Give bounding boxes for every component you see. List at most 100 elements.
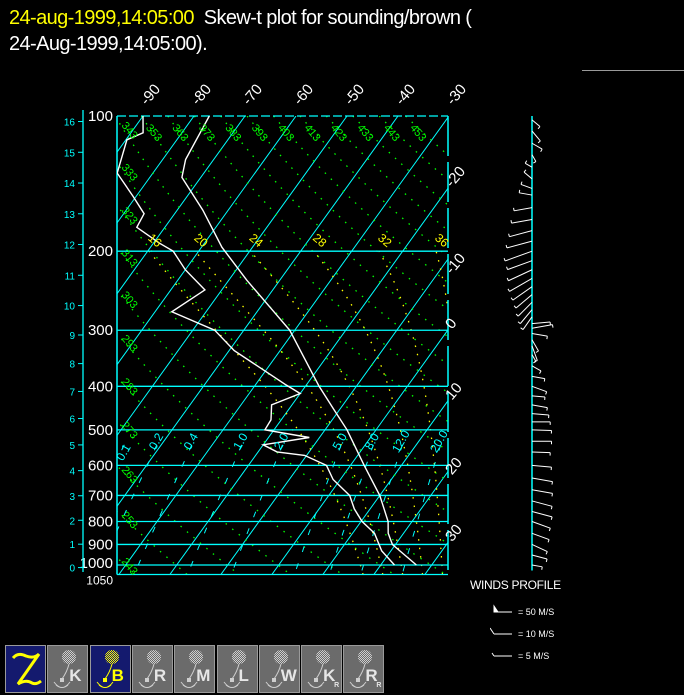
wind-barb: [531, 532, 550, 541]
wind-barb: [531, 404, 548, 409]
wind-barb-tick: [546, 407, 548, 411]
wind-barb: [519, 192, 533, 196]
isotherm-label: 30: [442, 521, 466, 545]
wind-barb: [531, 339, 539, 352]
sounding-button-b[interactable]: B: [89, 645, 131, 693]
button-letter: L: [238, 666, 249, 685]
wind-barb-tick: [537, 126, 541, 130]
height-label: 11: [65, 271, 76, 282]
mixing-ratio-label: 0.2: [146, 430, 167, 452]
dry-adiabat-label: 323: [119, 205, 140, 227]
isotherm-label: 10: [442, 380, 466, 404]
dewpoint-trace: [117, 116, 396, 566]
isotherm-label: -70: [239, 81, 266, 109]
dry-adiabat-label: 423: [328, 122, 349, 144]
wind-barb: [531, 321, 551, 325]
moist-adiabat-label: 16: [145, 231, 164, 251]
moist-adiabats: [148, 250, 448, 574]
wind-barb: [531, 332, 548, 337]
wind-barb-tick: [551, 324, 554, 328]
moist-adiabat-label: 20: [191, 231, 210, 251]
pressure-label: 400: [88, 378, 113, 395]
wind-barb-tick: [537, 140, 541, 144]
balloon-icon: [307, 650, 331, 688]
isotherm-line: [373, 470, 448, 574]
isotherm-line: [271, 329, 448, 574]
dry-adiabat-label: 453: [407, 122, 428, 144]
sounding-button-w[interactable]: W: [258, 645, 300, 693]
full-barb-tick-icon: [490, 627, 495, 635]
wind-barb: [531, 451, 551, 454]
isotherm-label: -40: [392, 81, 419, 109]
balloon-icon: [349, 650, 373, 688]
sounding-button-m[interactable]: M: [174, 645, 216, 693]
dry-adiabat-line: [117, 464, 240, 574]
dry-adiabat-label: 393: [249, 122, 270, 144]
sounding-button-l[interactable]: L: [216, 645, 258, 693]
dry-adiabat-line: [167, 116, 448, 394]
wind-barb-tick: [551, 493, 553, 497]
wind-barb-tick: [510, 297, 514, 301]
isotherm-line: [117, 116, 297, 366]
wind-barb: [506, 240, 533, 249]
isotherm-line: [322, 399, 448, 574]
wind-barb: [531, 464, 552, 468]
zoom-button[interactable]: [5, 645, 46, 693]
dry-adiabat-label: 303: [119, 289, 140, 311]
isotherm-line: [117, 116, 195, 224]
balloon-icon: [265, 650, 288, 688]
height-label: 2: [69, 516, 75, 527]
dry-adiabat-line: [352, 116, 448, 206]
wind-barb-tick: [517, 321, 521, 325]
button-letter: W: [280, 666, 297, 685]
dry-adiabat-label: 253: [119, 509, 140, 531]
wind-barb: [504, 250, 533, 262]
height-label: 8: [69, 360, 75, 371]
sounding-button-r[interactable]: R: [131, 645, 173, 693]
wind-barb: [520, 183, 533, 189]
wind-barb-tick: [540, 148, 543, 152]
height-label: 7: [69, 387, 75, 398]
isotherm-line: [476, 116, 684, 575]
wind-barb: [531, 544, 548, 553]
wind-barb: [531, 564, 543, 568]
isotherm-line: [117, 116, 399, 508]
wind-barb-tick: [548, 527, 551, 532]
height-label: 0: [69, 564, 75, 575]
wind-barb-tick: [546, 336, 548, 340]
pressure-label: 1000: [80, 555, 113, 572]
wind-barb-tick: [533, 161, 537, 164]
wind-barb-tick: [545, 551, 548, 555]
temperature-trace: [181, 116, 417, 566]
wind-barb: [531, 365, 542, 372]
z-logo-icon: [11, 652, 42, 686]
mixing-ratio-line: [294, 444, 342, 574]
wind-barb-tick: [523, 169, 527, 173]
wind-barb: [531, 511, 553, 518]
wind-barb: [512, 286, 533, 301]
dry-adiabat-line: [140, 116, 448, 423]
title-text: Skew-t plot for sounding/brown (: [203, 7, 472, 29]
height-label: 5: [69, 441, 75, 452]
wind-barb-tick: [507, 288, 510, 292]
pressure-label: 200: [88, 243, 113, 260]
wind-barb: [531, 395, 545, 398]
button-letter: M: [196, 666, 211, 685]
wind-barb-tick: [510, 220, 513, 224]
button-letter: K: [69, 666, 82, 685]
isotherm-line: [117, 116, 246, 295]
balloon-icon: [223, 650, 246, 688]
dry-adiabat-label: 433: [355, 122, 376, 144]
height-label: 14: [64, 179, 76, 190]
wind-barb-tick: [539, 370, 542, 374]
pressure-label: 500: [88, 422, 113, 439]
wind-barb: [531, 500, 553, 507]
sounding-button-k[interactable]: K: [47, 645, 89, 693]
wind-barb-tick: [506, 277, 509, 281]
dry-adiabat-line: [117, 246, 448, 545]
wind-barb-tick: [541, 566, 543, 570]
moist-adiabat-line: [313, 250, 424, 574]
